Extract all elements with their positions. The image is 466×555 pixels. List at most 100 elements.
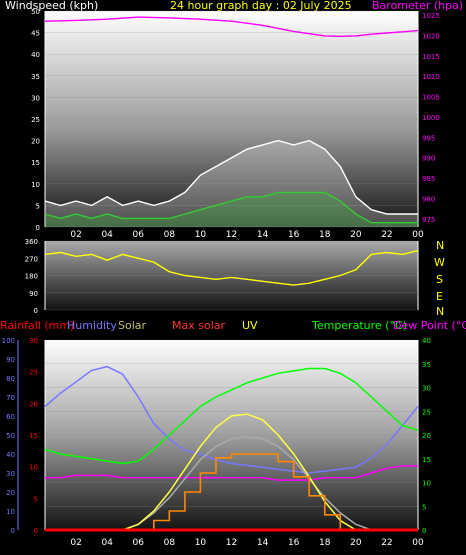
series-line-humidity xyxy=(44,365,419,474)
temp-time-tick: 00 xyxy=(412,538,424,548)
temp-axis-tick: 25 xyxy=(422,408,431,416)
compass-n-top: N xyxy=(436,239,444,252)
wind-area-wind-average xyxy=(45,192,418,227)
wind-axis-tick: 35 xyxy=(31,73,40,81)
wind-axis-tick: 45 xyxy=(31,30,40,38)
series-line-wind-average xyxy=(44,191,418,224)
series-line-wind-gust xyxy=(44,139,418,215)
chart-title: 24 hour graph day : 02 July 2025 xyxy=(170,0,352,12)
legend-humidity: Humidity xyxy=(67,319,117,332)
series-line-solar xyxy=(122,413,357,531)
humidity-axis-tick: 50 xyxy=(6,432,15,440)
barometer-axis-tick: 980 xyxy=(422,195,435,203)
humidity-axis-tick: 30 xyxy=(6,470,15,478)
compass-e: E xyxy=(436,290,443,303)
wind-time-tick: 20 xyxy=(350,230,362,240)
wind-time-tick: 04 xyxy=(101,230,113,240)
legend-dew-point: Dew Point (°C) xyxy=(393,319,466,332)
temp-time-tick: 08 xyxy=(164,538,176,548)
temp-time-tick: 18 xyxy=(319,538,331,548)
temp-axis-tick: 10 xyxy=(422,480,431,488)
wind-axis-tick: 10 xyxy=(31,181,40,189)
wind-area-wind-gust xyxy=(45,140,418,227)
humidity-axis-tick: 90 xyxy=(6,356,15,364)
temp-axis-tick: 30 xyxy=(422,385,431,393)
direction-axis-tick: 90 xyxy=(29,290,38,298)
barometer-axis-tick: 975 xyxy=(422,216,435,224)
wind-time-tick: 12 xyxy=(226,230,237,240)
barometer-axis-tick: 1025 xyxy=(422,12,440,20)
temp-time-tick: 20 xyxy=(350,538,362,548)
legend-rainfall: Rainfall (mm) xyxy=(0,319,74,332)
rain-axis-tick: 30 xyxy=(29,337,38,345)
compass-s: S xyxy=(436,273,443,286)
rain-axis-tick: 20 xyxy=(29,400,38,408)
humidity-axis-tick: 40 xyxy=(6,451,15,459)
wind-time-tick: 02 xyxy=(70,230,81,240)
series-line-dew-point-c xyxy=(45,465,418,481)
temp-time-tick: 02 xyxy=(70,538,81,548)
wind-axis-tick: 30 xyxy=(31,94,40,102)
compass-w: W xyxy=(434,256,445,269)
wind-axis-tick: 20 xyxy=(31,138,40,146)
barometer-label: Barometer (hpa) xyxy=(372,0,463,12)
barometer-axis-tick: 1005 xyxy=(422,94,440,102)
barometer-axis-tick: 985 xyxy=(422,175,435,183)
barometer-axis-tick: 1010 xyxy=(422,73,440,81)
series-line-wind-direction xyxy=(44,249,419,286)
direction-axis-tick: 270 xyxy=(25,255,38,263)
legend-temperature: Temperature (°C) xyxy=(311,319,407,332)
legend-max-solar: Max solar xyxy=(172,319,225,332)
windspeed-label: Windspeed (kph) xyxy=(5,0,98,12)
humidity-axis-tick: 0 xyxy=(11,527,15,535)
barometer-axis-tick: 1020 xyxy=(422,32,440,40)
direction-axis-tick: 360 xyxy=(25,238,38,246)
temp-time-tick: 10 xyxy=(195,538,207,548)
legend-uv: UV xyxy=(242,319,258,332)
wind-time-tick: 18 xyxy=(319,230,331,240)
compass-n-bottom: N xyxy=(436,305,444,318)
wind-axis-tick: 0 xyxy=(36,224,40,232)
chart-marks: 0510152025303540455097598098599099510001… xyxy=(2,8,440,548)
temp-time-tick: 06 xyxy=(133,538,145,548)
rain-axis-tick: 10 xyxy=(29,464,38,472)
wind-axis-tick: 25 xyxy=(31,116,40,124)
series-line-temperature-c xyxy=(44,367,419,465)
wind-time-tick: 22 xyxy=(381,230,392,240)
rain-axis-tick: 25 xyxy=(29,369,38,377)
temp-time-tick: 14 xyxy=(257,538,269,548)
wind-time-tick: 08 xyxy=(164,230,176,240)
wind-time-tick: 16 xyxy=(288,230,300,240)
series-line-max-solar xyxy=(122,436,372,531)
temp-time-tick: 12 xyxy=(226,538,237,548)
barometer-axis-tick: 1015 xyxy=(422,53,440,61)
temp-time-tick: 22 xyxy=(381,538,392,548)
wind-axis-tick: 50 xyxy=(31,8,40,16)
humidity-axis-tick: 10 xyxy=(6,508,15,516)
temp-time-tick: 04 xyxy=(101,538,113,548)
series-line-uv xyxy=(138,453,342,531)
legend-solar: Solar xyxy=(118,319,147,332)
humidity-axis-tick: 80 xyxy=(6,375,15,383)
wind-axis-tick: 40 xyxy=(31,51,40,59)
rain-axis-tick: 15 xyxy=(29,432,38,440)
temp-axis-tick: 40 xyxy=(422,337,431,345)
temp-axis-tick: 35 xyxy=(422,361,431,369)
humidity-axis-tick: 70 xyxy=(6,394,15,402)
barometer-axis-tick: 995 xyxy=(422,134,435,142)
temp-time-tick: 16 xyxy=(288,538,300,548)
rain-axis-tick: 0 xyxy=(34,527,38,535)
temp-axis-tick: 15 xyxy=(422,456,431,464)
wind-axis-tick: 15 xyxy=(31,159,40,167)
temp-axis-tick: 20 xyxy=(422,432,431,440)
wind-time-tick: 14 xyxy=(257,230,269,240)
temp-axis-tick: 0 xyxy=(422,527,426,535)
rain-axis-tick: 5 xyxy=(34,495,38,503)
direction-axis-tick: 0 xyxy=(34,307,38,315)
barometer-axis-tick: 990 xyxy=(422,155,435,163)
humidity-axis-tick: 100 xyxy=(2,337,15,345)
wind-axis-tick: 5 xyxy=(36,202,40,210)
wind-time-tick: 06 xyxy=(133,230,145,240)
